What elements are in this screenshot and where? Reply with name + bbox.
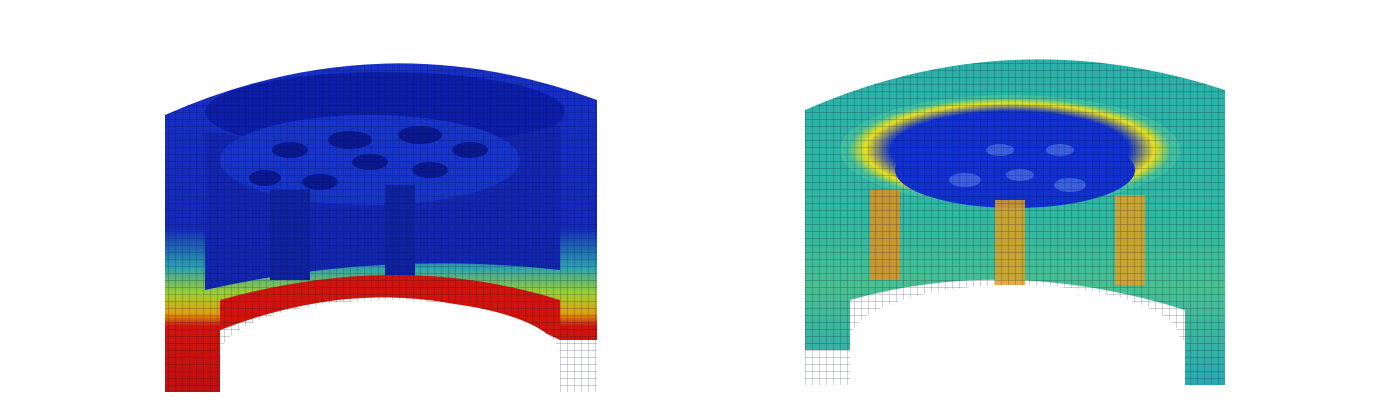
left-model: [165, 63, 597, 415]
right-model: [805, 59, 1225, 420]
